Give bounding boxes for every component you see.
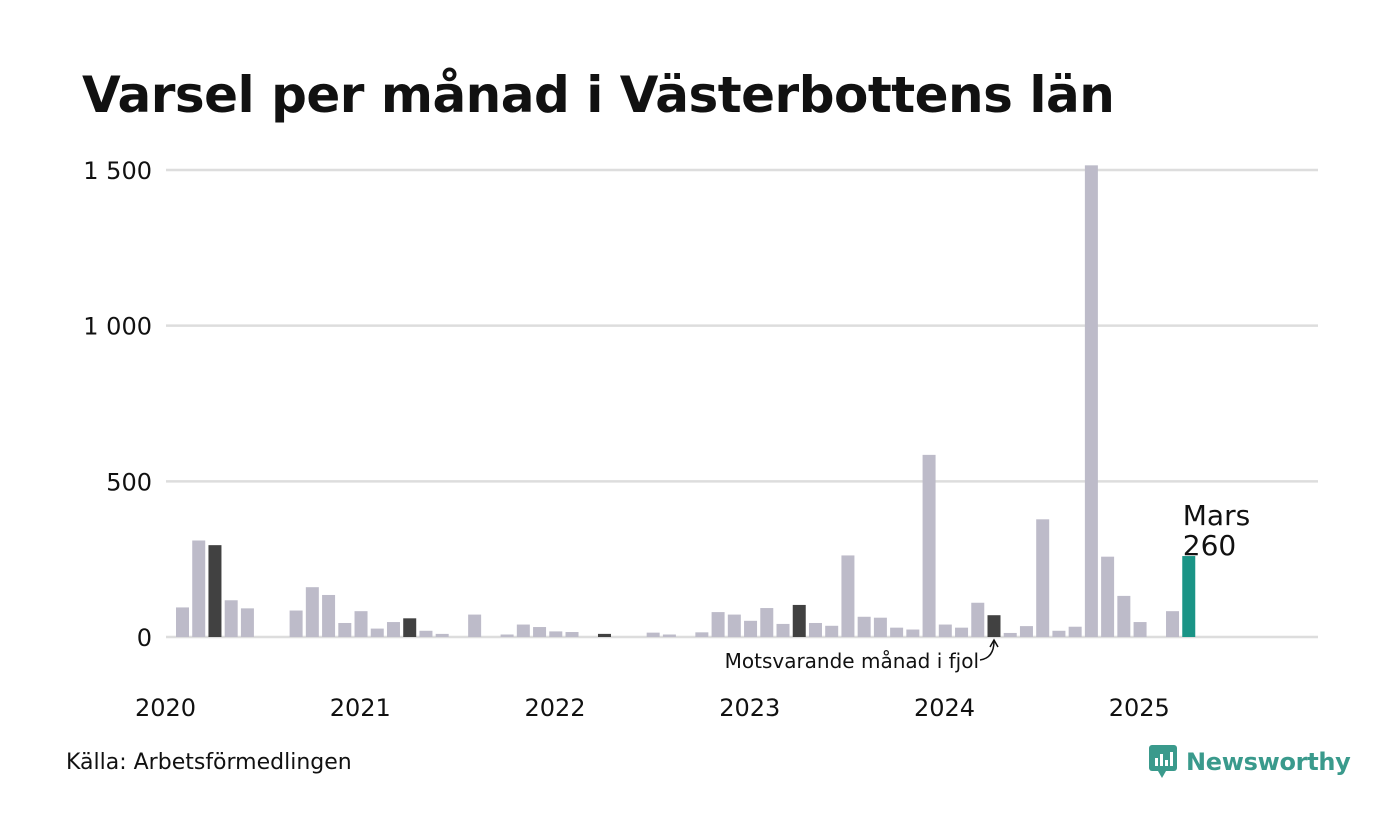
latest-value-label: 260 — [1183, 529, 1236, 562]
annotation-arrowhead — [989, 638, 999, 648]
bar — [435, 633, 449, 637]
bar — [987, 615, 1001, 637]
bar — [419, 630, 433, 637]
bar — [192, 540, 206, 637]
bar — [338, 622, 352, 637]
bar — [1182, 556, 1196, 637]
x-axis-labels: 2020 2021 2022 2023 2024 2025 — [135, 694, 1170, 722]
bar — [825, 625, 839, 637]
bar — [792, 604, 806, 637]
bar — [922, 454, 936, 637]
bar — [549, 631, 563, 637]
bars — [176, 165, 1196, 637]
bar — [354, 611, 368, 637]
bar — [516, 624, 530, 637]
bar — [971, 602, 985, 637]
bar — [176, 607, 189, 637]
same-month-annotation: Motsvarande månad i fjol — [725, 649, 979, 673]
bar — [906, 629, 920, 637]
bar — [1052, 630, 1066, 637]
x-tick-label: 2020 — [135, 694, 196, 722]
bar — [808, 622, 822, 637]
y-axis-labels: 0 500 1 000 1 500 — [83, 157, 152, 652]
bar — [857, 616, 871, 637]
bar — [955, 627, 969, 637]
bar — [776, 623, 790, 637]
chart-title: Varsel per månad i Västerbottens län — [82, 66, 1115, 124]
x-tick-label: 2025 — [1109, 694, 1170, 722]
x-tick-label: 2024 — [914, 694, 975, 722]
bar — [841, 555, 855, 637]
x-tick-label: 2023 — [719, 694, 780, 722]
bar — [1084, 165, 1098, 637]
bar — [744, 620, 758, 637]
bar — [662, 634, 676, 637]
gridlines — [166, 168, 1318, 639]
newsworthy-logo-icon — [1149, 745, 1177, 778]
bar — [208, 545, 222, 637]
bar — [289, 610, 303, 637]
bar — [597, 633, 611, 637]
bar — [370, 628, 384, 637]
bar — [305, 587, 319, 637]
y-tick-label: 1 500 — [83, 157, 152, 185]
bar — [240, 608, 254, 637]
source-note: Källa: Arbetsförmedlingen — [66, 750, 352, 775]
bar — [1019, 626, 1033, 637]
y-tick-label: 1 000 — [83, 313, 152, 341]
bar — [1166, 611, 1180, 637]
bar — [403, 618, 417, 637]
bar — [224, 600, 238, 637]
bar — [468, 614, 482, 637]
bar — [890, 627, 904, 637]
bar — [500, 634, 514, 637]
bar — [711, 612, 725, 637]
bar — [646, 632, 660, 637]
y-tick-label: 500 — [106, 468, 152, 496]
y-tick-label: 0 — [137, 624, 152, 652]
bar — [533, 627, 547, 637]
bar — [386, 622, 400, 637]
newsworthy-logo-text: Newsworthy — [1186, 748, 1351, 776]
bar — [1133, 622, 1147, 637]
bar — [322, 594, 336, 637]
bar — [760, 608, 774, 637]
bar — [873, 617, 887, 637]
annotation-arrow — [979, 640, 995, 661]
bar — [695, 632, 709, 637]
latest-month-label: Mars — [1183, 499, 1250, 532]
bar — [1003, 632, 1017, 637]
bar — [938, 624, 952, 637]
newsworthy-logo[interactable]: Newsworthy — [1148, 744, 1351, 780]
bar — [1068, 626, 1082, 637]
bar — [1117, 595, 1131, 637]
x-tick-label: 2022 — [524, 694, 585, 722]
bar — [1101, 556, 1115, 637]
x-tick-label: 2021 — [330, 694, 391, 722]
bar — [727, 614, 741, 637]
bar — [1036, 519, 1050, 637]
bar — [565, 632, 579, 637]
